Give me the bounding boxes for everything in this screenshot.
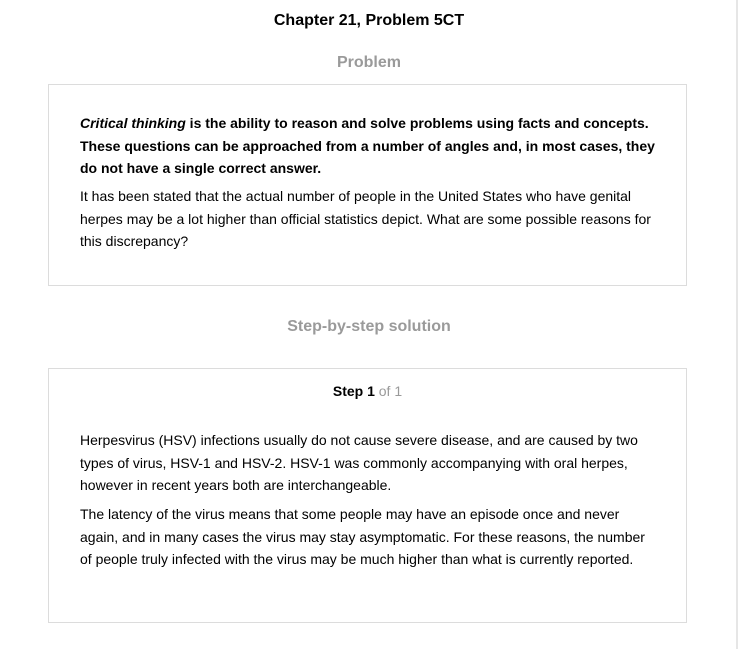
problem-card: Critical thinking is the ability to reas… [48, 84, 687, 286]
critical-thinking-term: Critical thinking [80, 115, 186, 131]
problem-question: It has been stated that the actual numbe… [80, 188, 651, 249]
step-indicator: Step 1 of 1 [49, 381, 686, 401]
solution-card: Step 1 of 1 Herpesvirus (HSV) infections… [48, 368, 687, 623]
solution-heading: Step-by-step solution [287, 318, 451, 335]
problem-heading: Problem [336, 54, 401, 71]
step-total: of 1 [374, 383, 403, 399]
step-number: Step 1 [332, 383, 375, 399]
critical-thinking-intro: Critical thinking is the ability to reas… [80, 112, 658, 180]
critical-thinking-definition: is the ability to reason and solve probl… [80, 115, 655, 176]
page-right-divider [736, 0, 738, 649]
solution-paragraph: Herpesvirus (HSV) infections usually do … [80, 432, 638, 493]
page-title: Chapter 21, Problem 5CT [273, 12, 465, 29]
solution-paragraph: The latency of the virus means that some… [80, 506, 645, 567]
